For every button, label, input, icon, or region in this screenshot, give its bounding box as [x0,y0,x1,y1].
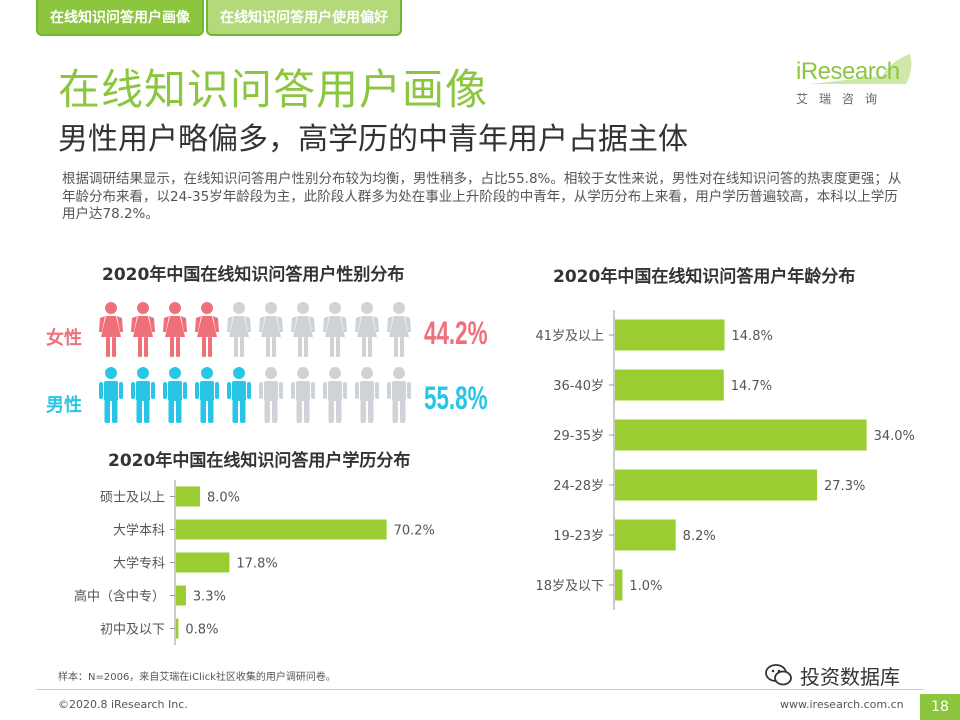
person-icon [162,301,188,359]
age-bar [615,469,818,501]
age-category-label: 18岁及以下 [535,579,604,594]
watermark-text: 投资数据库 [800,664,900,689]
person-icon [162,366,188,424]
education-category-label: 大学本科 [113,523,165,539]
education-bar-chart: 硕士及以上 8.0% 大学本科 70.2% 大学专科 17.8% 高中（含中专） 3.3% 初中… [74,480,435,645]
education-category-label: 硕士及以上 [100,491,165,506]
person-icon [258,301,284,359]
person-icon [290,301,316,359]
education-category-label: 高中（含中专） [74,589,165,605]
person-icon [226,366,252,424]
education-value-label: 0.8% [185,623,218,638]
copyright: ©2020.8 iResearch Inc. [58,698,188,711]
education-bar [176,519,387,540]
logo-subtitle: 艾瑞咨询 [796,92,889,106]
age-bar [615,569,623,601]
page-title: 在线知识问答用户画像 [58,65,489,114]
age-value-label: 1.0% [629,579,662,594]
age-value-label: 8.2% [683,529,716,544]
education-bar [176,552,230,573]
tab-usage-preference[interactable]: 在线知识问答用户使用偏好 [206,0,402,36]
male-percentage: 55.8% [424,380,488,416]
person-icon [322,301,348,359]
female-percentage: 44.2% [424,315,488,351]
education-category-label: 初中及以下 [100,623,165,638]
page-subtitle: 男性用户略偏多，高学历的中青年用户占据主体 [58,122,688,157]
tab-usage-preference-label: 在线知识问答用户使用偏好 [220,10,388,26]
footer-divider [36,689,924,690]
person-icon [194,366,220,424]
female-icon-row [98,301,416,359]
age-chart-title: 2020年中国在线知识问答用户年龄分布 [553,267,856,287]
age-value-label: 14.8% [732,329,773,344]
person-icon [258,366,284,424]
person-icon [98,301,124,359]
age-bar [615,319,725,351]
age-category-label: 24-28岁 [553,479,604,494]
person-icon [386,366,412,424]
website-link[interactable]: www.iresearch.com.cn [780,698,904,711]
age-bar [615,369,724,401]
person-icon [290,366,316,424]
person-icon [354,366,380,424]
education-value-label: 3.3% [193,590,226,605]
watermark: 投资数据库 [764,660,900,690]
gender-chart-title: 2020年中国在线知识问答用户性别分布 [102,265,405,285]
male-label: 男性 [46,395,82,416]
person-icon [386,301,412,359]
logo-leaf-icon [810,54,912,84]
person-icon [354,301,380,359]
age-bar-chart: 41岁及以上 14.8% 36-40岁 14.7% 29-35岁 34.0% 24-28岁 2… [535,310,915,610]
person-icon [226,301,252,359]
education-bar [176,585,186,606]
age-value-label: 34.0% [874,429,915,444]
age-value-label: 27.3% [824,479,865,494]
male-icon-row [98,366,416,424]
education-category-label: 大学专科 [113,556,165,572]
education-value-label: 8.0% [207,491,240,506]
iresearch-logo: iResearch 艾瑞咨询 [792,50,922,112]
education-value-label: 70.2% [394,524,435,539]
person-icon [130,366,156,424]
tab-user-profile[interactable]: 在线知识问答用户画像 [36,0,204,36]
age-bar [615,519,676,551]
person-icon [98,366,124,424]
tab-user-profile-label: 在线知识问答用户画像 [50,10,190,26]
page-number: 18 [920,694,960,720]
person-icon [130,301,156,359]
age-category-label: 29-35岁 [553,429,604,444]
person-icon [322,366,348,424]
education-value-label: 17.8% [236,557,277,572]
age-category-label: 36-40岁 [553,379,604,394]
age-bar [615,419,867,451]
logo-word: iResearch [796,58,900,85]
education-bar [176,618,179,639]
age-category-label: 41岁及以上 [535,329,604,344]
age-value-label: 14.7% [731,379,772,394]
education-bar [176,486,200,507]
summary-text: 根据调研结果显示，在线知识问答用户性别分布较为均衡，男性稍多，占比55.8%。相… [62,171,902,222]
person-icon [194,301,220,359]
wechat-icon [765,664,792,686]
sample-note: 样本：N=2006，来自艾瑞在iClick社区收集的用户调研问卷。 [58,672,336,683]
female-label: 女性 [46,328,82,349]
age-category-label: 19-23岁 [553,529,604,544]
education-chart-title: 2020年中国在线知识问答用户学历分布 [108,451,411,471]
